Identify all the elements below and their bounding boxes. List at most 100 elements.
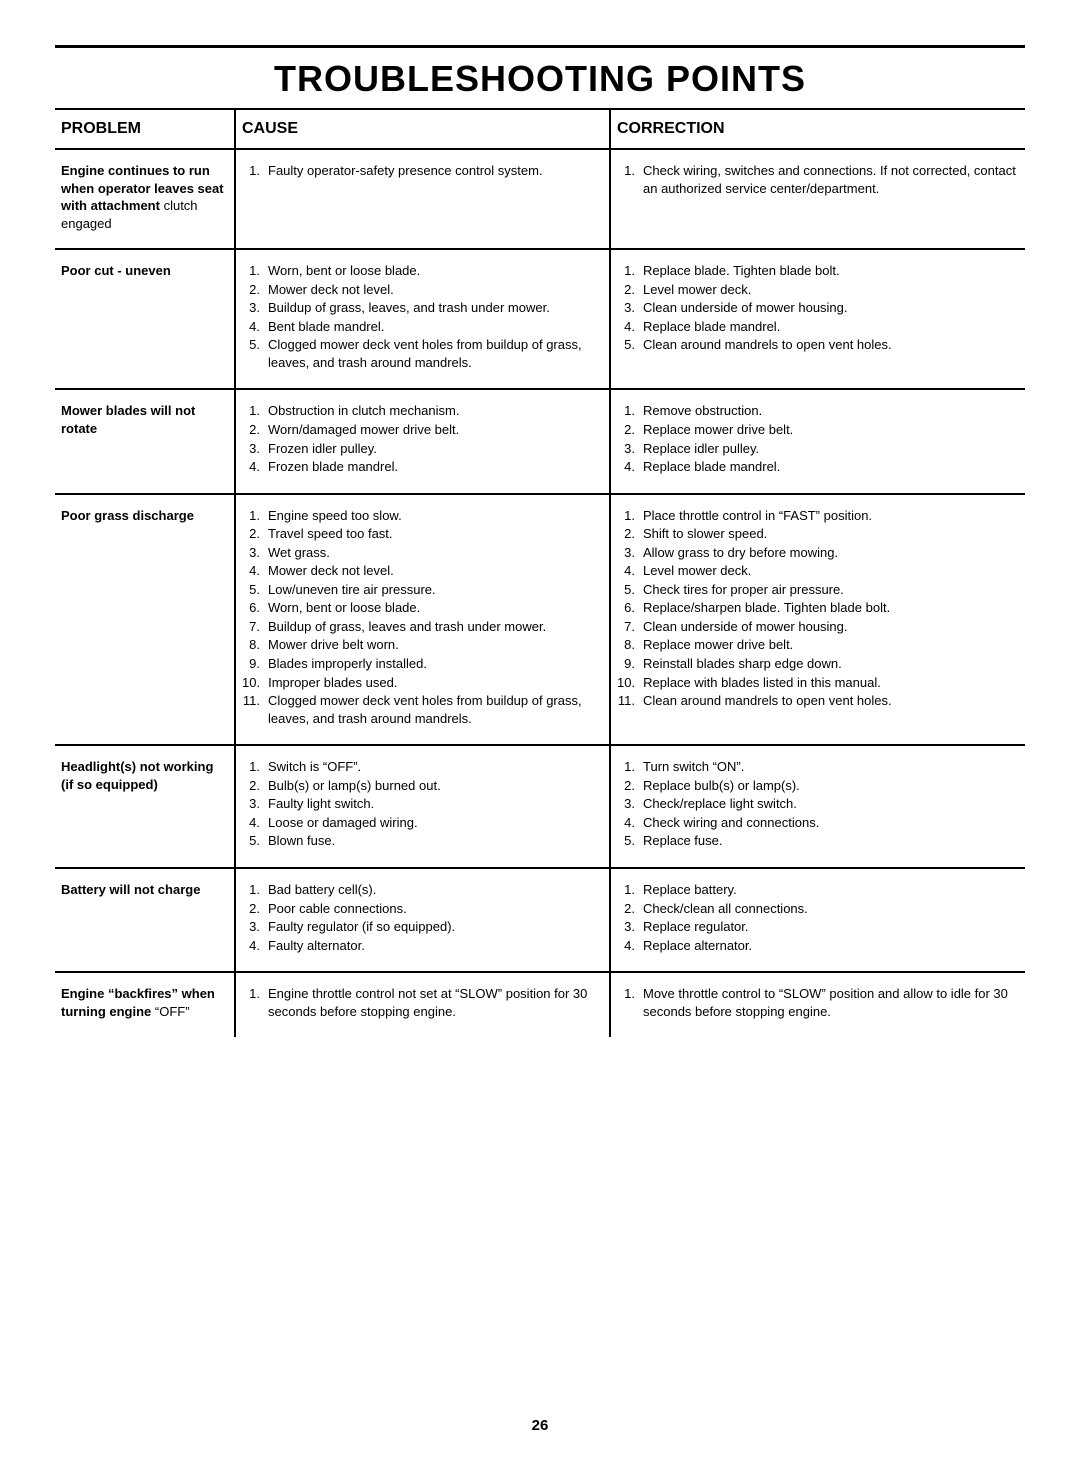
list-text: Loose or damaged wiring. (268, 814, 603, 832)
correction-cell: 1.Turn switch “ON”.2.Replace bulb(s) or … (610, 745, 1025, 868)
list-text: Replace mower drive belt. (643, 636, 1019, 654)
list-item: 1.Turn switch “ON”. (617, 758, 1019, 776)
list-item: 2.Mower deck not level. (242, 281, 603, 299)
cause-list: 1.Bad battery cell(s).2.Poor cable conne… (242, 881, 603, 954)
list-text: Replace idler pulley. (643, 440, 1019, 458)
list-text: Blades improperly installed. (268, 655, 603, 673)
list-text: Replace blade mandrel. (643, 458, 1019, 476)
list-number: 9. (242, 655, 268, 673)
list-item: 4.Replace blade mandrel. (617, 318, 1019, 336)
list-text: Replace/sharpen blade. Tighten blade bol… (643, 599, 1019, 617)
list-number: 11. (242, 692, 268, 710)
list-text: Remove obstruction. (643, 402, 1019, 420)
list-number: 2. (242, 525, 268, 543)
list-item: 4.Level mower deck. (617, 562, 1019, 580)
list-number: 8. (617, 636, 643, 654)
list-item: 4.Check wiring and connections. (617, 814, 1019, 832)
list-item: 2.Check/clean all connections. (617, 900, 1019, 918)
list-item: 4.Replace alternator. (617, 937, 1019, 955)
list-number: 9. (617, 655, 643, 673)
top-rule (55, 45, 1025, 48)
list-item: 2.Level mower deck. (617, 281, 1019, 299)
list-item: 1.Move throttle control to “SLOW” positi… (617, 985, 1019, 1020)
list-number: 4. (617, 937, 643, 955)
problem-cell: Poor cut - uneven (55, 249, 235, 389)
list-item: 9.Reinstall blades sharp edge down. (617, 655, 1019, 673)
list-number: 5. (242, 336, 268, 354)
list-number: 2. (242, 421, 268, 439)
header-cause: CAUSE (235, 110, 610, 149)
list-number: 2. (617, 900, 643, 918)
list-number: 10. (242, 674, 268, 692)
list-text: Replace blade. Tighten blade bolt. (643, 262, 1019, 280)
list-number: 2. (242, 777, 268, 795)
list-text: Mower deck not level. (268, 281, 603, 299)
problem-cell: Battery will not charge (55, 868, 235, 972)
list-number: 2. (617, 525, 643, 543)
list-text: Frozen blade mandrel. (268, 458, 603, 476)
list-item: 3.Wet grass. (242, 544, 603, 562)
problem-bold: Headlight(s) not working (if so equipped… (61, 759, 213, 792)
cause-list: 1.Worn, bent or loose blade.2.Mower deck… (242, 262, 603, 371)
list-number: 4. (617, 318, 643, 336)
problem-bold: Engine continues to run when operator le… (61, 163, 224, 213)
list-text: Replace bulb(s) or lamp(s). (643, 777, 1019, 795)
list-item: 3.Allow grass to dry before mowing. (617, 544, 1019, 562)
correction-cell: 1.Move throttle control to “SLOW” positi… (610, 972, 1025, 1037)
list-number: 1. (617, 758, 643, 776)
list-text: Replace alternator. (643, 937, 1019, 955)
table-row: Mower blades will not rotate1.Obstructio… (55, 389, 1025, 493)
list-item: 2.Bulb(s) or lamp(s) burned out. (242, 777, 603, 795)
list-text: Buildup of grass, leaves, and trash unde… (268, 299, 603, 317)
list-number: 1. (617, 162, 643, 180)
list-item: 1.Place throttle control in “FAST” posit… (617, 507, 1019, 525)
list-number: 2. (617, 281, 643, 299)
table-row: Poor cut - uneven 1.Worn, bent or loose b… (55, 249, 1025, 389)
list-text: Clean underside of mower housing. (643, 618, 1019, 636)
list-item: 10.Replace with blades listed in this ma… (617, 674, 1019, 692)
list-number: 4. (242, 562, 268, 580)
list-number: 3. (242, 299, 268, 317)
table-body: Engine continues to run when operator le… (55, 149, 1025, 1037)
list-item: 1.Worn, bent or loose blade. (242, 262, 603, 280)
troubleshooting-table: PROBLEM CAUSE CORRECTION Engine continue… (55, 110, 1025, 1037)
correction-cell: 1.Place throttle control in “FAST” posit… (610, 494, 1025, 746)
list-number: 1. (242, 262, 268, 280)
problem-text: Poor cut - uneven (61, 262, 228, 280)
list-number: 5. (617, 336, 643, 354)
list-text: Bad battery cell(s). (268, 881, 603, 899)
list-item: 4.Mower deck not level. (242, 562, 603, 580)
list-text: Check/clean all connections. (643, 900, 1019, 918)
list-text: Bent blade mandrel. (268, 318, 603, 336)
list-text: Switch is “OFF”. (268, 758, 603, 776)
list-number: 8. (242, 636, 268, 654)
list-item: 2.Travel speed too fast. (242, 525, 603, 543)
list-item: 1.Check wiring, switches and connections… (617, 162, 1019, 197)
list-text: Frozen idler pulley. (268, 440, 603, 458)
list-text: Low/uneven tire air pressure. (268, 581, 603, 599)
list-text: Engine speed too slow. (268, 507, 603, 525)
list-number: 3. (617, 918, 643, 936)
list-item: 1.Replace blade. Tighten blade bolt. (617, 262, 1019, 280)
correction-list: 1.Remove obstruction.2.Replace mower dri… (617, 402, 1019, 475)
list-item: 1.Obstruction in clutch mechanism. (242, 402, 603, 420)
list-number: 3. (617, 544, 643, 562)
list-text: Engine throttle control not set at “SLOW… (268, 985, 603, 1020)
list-item: 11.Clean around mandrels to open vent ho… (617, 692, 1019, 710)
list-text: Move throttle control to “SLOW” position… (643, 985, 1019, 1020)
list-item: 4.Replace blade mandrel. (617, 458, 1019, 476)
page-title: TROUBLESHOOTING POINTS (55, 58, 1025, 100)
list-item: 5.Clogged mower deck vent holes from bui… (242, 336, 603, 371)
cause-cell: 1.Engine throttle control not set at “SL… (235, 972, 610, 1037)
list-text: Level mower deck. (643, 281, 1019, 299)
list-item: 1.Switch is “OFF”. (242, 758, 603, 776)
list-text: Worn, bent or loose blade. (268, 262, 603, 280)
list-text: Replace with blades listed in this manua… (643, 674, 1019, 692)
list-text: Faulty operator-safety presence control … (268, 162, 603, 180)
cause-cell: 1.Engine speed too slow.2.Travel speed t… (235, 494, 610, 746)
list-number: 5. (617, 832, 643, 850)
correction-cell: 1.Replace blade. Tighten blade bolt.2.Le… (610, 249, 1025, 389)
list-number: 2. (617, 421, 643, 439)
list-number: 3. (242, 544, 268, 562)
list-item: 3.Frozen idler pulley. (242, 440, 603, 458)
